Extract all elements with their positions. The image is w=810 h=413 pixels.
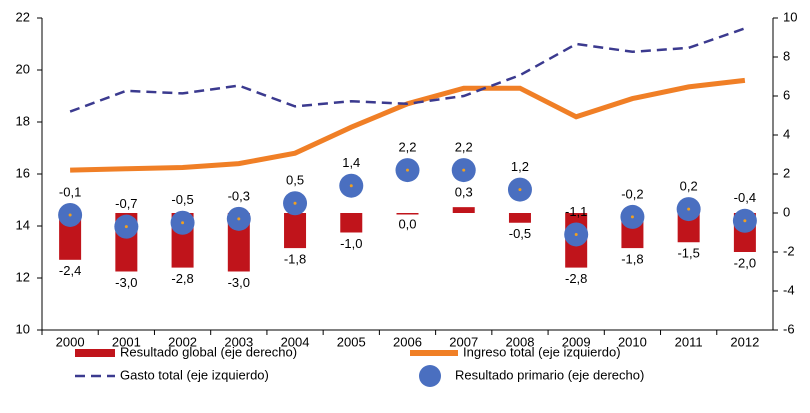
- legend-label: Ingreso total (eje izquierdo): [463, 344, 621, 359]
- x-tick-label: 2006: [393, 334, 422, 349]
- point-value-label: -0,4: [734, 190, 756, 205]
- point-center: [630, 215, 634, 219]
- y2-tick-label: 6: [783, 87, 790, 102]
- legend-label: Resultado primario (eje derecho): [455, 367, 644, 382]
- bar-value-label: -2,8: [171, 271, 193, 286]
- point-center: [237, 217, 241, 221]
- point-value-label: -0,2: [621, 186, 643, 201]
- x-tick-label: 2011: [675, 334, 703, 349]
- bar-value-label: -2,8: [565, 271, 587, 286]
- x-tick-label: 2010: [618, 334, 647, 349]
- bar-value-label: -2,0: [734, 255, 756, 270]
- y2-tick-label: 2: [783, 165, 790, 180]
- point-center: [68, 213, 72, 217]
- bar-value-label: -1,8: [284, 252, 306, 267]
- point-center: [406, 168, 409, 172]
- bar: [284, 213, 307, 249]
- y2-tick-label: -4: [783, 282, 795, 297]
- bar-value-label: -2,4: [59, 263, 81, 278]
- y-tick-label: 10: [16, 321, 30, 336]
- x-tick-label: 2007: [449, 334, 478, 349]
- y-tick-label: 18: [16, 113, 30, 128]
- point-center: [462, 168, 466, 172]
- legend-swatch: [419, 365, 441, 387]
- bar-value-label: -0,5: [509, 226, 531, 241]
- x-tick-label: 2003: [224, 334, 253, 349]
- point-value-label: 1,4: [342, 155, 360, 170]
- point-value-label: 1,2: [511, 159, 529, 174]
- bar-value-label: 0,0: [398, 216, 416, 231]
- y-tick-label: 14: [16, 217, 30, 232]
- point-center: [349, 184, 353, 188]
- legend-swatch: [75, 349, 115, 357]
- legend-label: Gasto total (eje izquierdo): [120, 367, 269, 382]
- point-center: [743, 219, 747, 223]
- point-center: [293, 201, 297, 205]
- point-value-label: -0,1: [59, 184, 81, 199]
- bar-value-label: -3,0: [228, 275, 250, 290]
- y2-tick-label: -2: [783, 243, 795, 258]
- point-center: [181, 221, 185, 225]
- y2-tick-label: -6: [783, 321, 795, 336]
- point-value-label: 2,2: [398, 140, 416, 155]
- point-value-label: -0,5: [171, 192, 193, 207]
- y-tick-label: 16: [16, 165, 30, 180]
- x-tick-label: 2004: [281, 334, 310, 349]
- point-value-label: -0,3: [228, 188, 250, 203]
- x-tick-label: 2009: [562, 334, 591, 349]
- bar: [396, 213, 419, 215]
- bar-value-label: -1,8: [621, 252, 643, 267]
- y2-tick-label: 4: [783, 126, 790, 141]
- point-center: [124, 225, 128, 229]
- point-center: [687, 207, 691, 211]
- point-value-label: 0,5: [286, 173, 304, 188]
- bar-value-label: -1,0: [340, 236, 362, 251]
- bar: [677, 213, 700, 243]
- y2-tick-label: 10: [783, 9, 797, 24]
- x-tick-label: 2008: [506, 334, 535, 349]
- x-tick-label: 2001: [112, 334, 141, 349]
- y-tick-label: 20: [16, 61, 30, 76]
- y2-tick-label: 8: [783, 48, 790, 63]
- bar: [340, 213, 363, 233]
- line: [69, 27, 746, 113]
- y-tick-label: 12: [16, 269, 30, 284]
- bar-value-label: 0,3: [455, 185, 473, 200]
- y-tick-label: 22: [16, 9, 30, 24]
- x-tick-label: 2000: [56, 334, 85, 349]
- point-value-label: -0,7: [115, 196, 137, 211]
- point-center: [574, 232, 578, 236]
- bar: [508, 213, 531, 223]
- x-tick-label: 2002: [168, 334, 197, 349]
- bar-value-label: -1,5: [677, 246, 699, 261]
- point-center: [518, 188, 522, 192]
- point-value-label: -1,1: [565, 204, 587, 219]
- point-value-label: 0,2: [680, 179, 698, 194]
- bar-value-label: -3,0: [115, 275, 137, 290]
- x-tick-label: 2005: [337, 334, 366, 349]
- bar: [452, 207, 475, 213]
- y2-tick-label: 0: [783, 204, 790, 219]
- x-tick-label: 2012: [730, 334, 759, 349]
- legend-label: Resultado global (eje derecho): [120, 344, 297, 359]
- point-value-label: 2,2: [455, 140, 473, 155]
